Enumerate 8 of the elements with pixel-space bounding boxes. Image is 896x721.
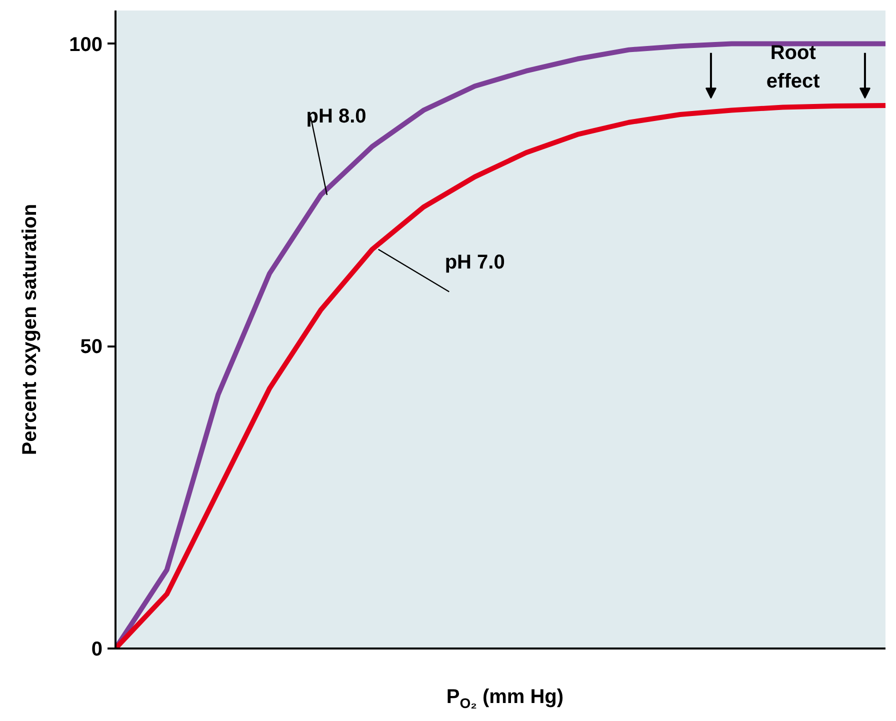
y-tick-label: 50 bbox=[80, 336, 103, 358]
annotation: Root effect bbox=[766, 42, 820, 92]
series-label: pH 8.0 bbox=[306, 105, 366, 128]
y-tick-label: 100 bbox=[69, 34, 103, 56]
y-tick-label: 0 bbox=[91, 638, 102, 660]
y-axis-title: Percent oxygen saturation bbox=[19, 204, 42, 456]
text: pH 7.0 bbox=[444, 252, 505, 274]
x-axis-title: P$_{O₂}$ (mm Hg) bbox=[445, 685, 565, 713]
